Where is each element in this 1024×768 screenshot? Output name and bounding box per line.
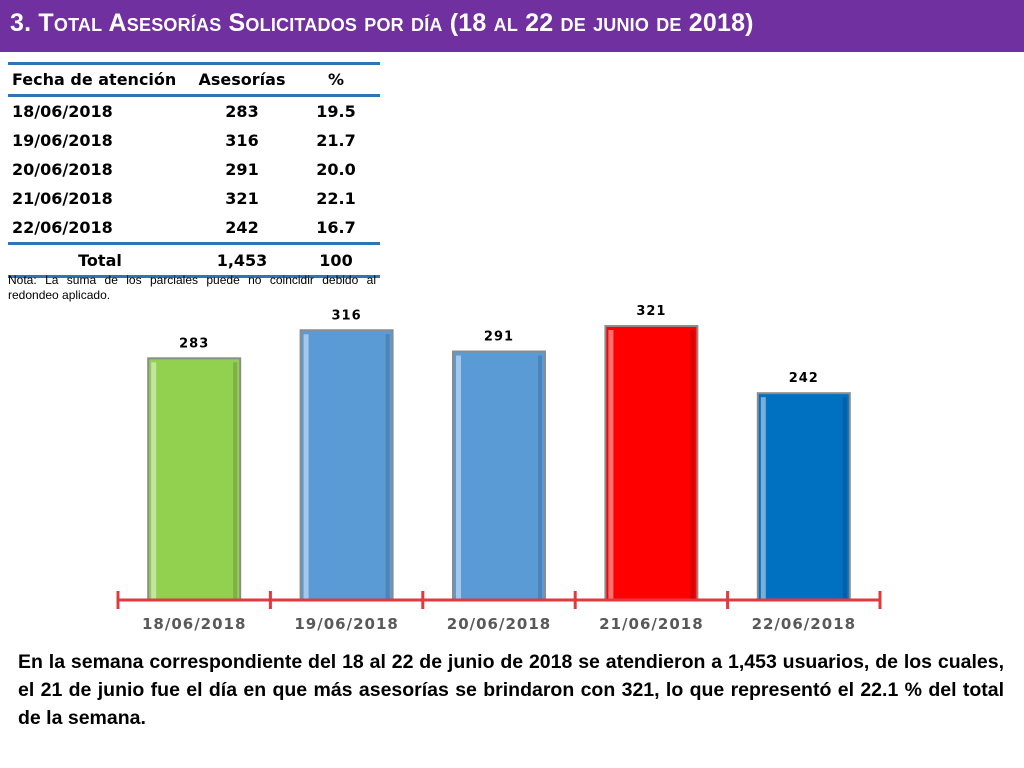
cell-pct: 20.0 bbox=[316, 160, 356, 179]
table-row: 22/06/2018 242 16.7 bbox=[8, 213, 380, 244]
bar-20/06/2018 bbox=[454, 352, 544, 600]
category-tick-label: 19/06/2018 bbox=[294, 615, 398, 633]
total-pct: 100 bbox=[292, 242, 380, 278]
bar-shadow bbox=[690, 330, 695, 600]
cell-date: 20/06/2018 bbox=[12, 160, 113, 179]
header-pct: % bbox=[292, 62, 380, 97]
bar-shadow bbox=[538, 355, 542, 600]
total-count: 1,453 bbox=[192, 242, 292, 278]
bar-shadow bbox=[233, 362, 238, 600]
category-tick-label: 18/06/2018 bbox=[142, 615, 246, 633]
cell-date: 22/06/2018 bbox=[12, 218, 113, 237]
cell-pct: 22.1 bbox=[316, 189, 356, 208]
bar-shadow bbox=[385, 334, 390, 600]
bar-highlight bbox=[151, 362, 157, 600]
cell-count: 321 bbox=[225, 189, 259, 208]
total-label: Total bbox=[8, 242, 192, 278]
asesorias-table: Fecha de atención Asesorías % 18/06/2018… bbox=[8, 62, 380, 278]
cell-date: 19/06/2018 bbox=[12, 131, 113, 150]
bar-highlight bbox=[760, 397, 766, 600]
bar-chart: 283 18/06/2018 316 19/06/2018 291 20/06/2018 3… bbox=[116, 304, 882, 633]
cell-count: 283 bbox=[225, 102, 259, 121]
table-header-row: Fecha de atención Asesorías % bbox=[8, 62, 380, 97]
cell-count: 291 bbox=[225, 160, 259, 179]
cell-date: 21/06/2018 bbox=[12, 189, 113, 208]
title-bar: 3. Total Asesorías Solicitados por día (… bbox=[0, 0, 1024, 52]
header-asesorias: Asesorías bbox=[192, 62, 292, 97]
bar-highlight bbox=[608, 330, 614, 600]
table-total-row: Total 1,453 100 bbox=[8, 242, 380, 278]
bar-value-label: 291 bbox=[484, 330, 514, 345]
cell-pct: 19.5 bbox=[316, 102, 356, 121]
summary-paragraph: En la semana correspondiente del 18 al 2… bbox=[18, 651, 1004, 729]
bar-highlight bbox=[456, 355, 461, 600]
category-tick-label: 21/06/2018 bbox=[599, 615, 703, 633]
table-row: 21/06/2018 321 22.1 bbox=[8, 184, 380, 213]
table-row: 18/06/2018 283 19.5 bbox=[8, 96, 380, 127]
category-tick-label: 22/06/2018 bbox=[752, 615, 856, 633]
cell-count: 242 bbox=[225, 218, 259, 237]
bar-value-label: 242 bbox=[789, 371, 819, 386]
category-tick-label: 20/06/2018 bbox=[447, 615, 551, 633]
table-row: 20/06/2018 291 20.0 bbox=[8, 155, 380, 184]
header-fecha: Fecha de atención bbox=[8, 62, 192, 97]
bar-22/06/2018 bbox=[758, 394, 849, 600]
bar-highlight bbox=[303, 334, 309, 600]
cell-pct: 21.7 bbox=[316, 131, 356, 150]
rounding-note: Nota: La suma de los parciales puede no … bbox=[8, 273, 376, 302]
bar-19/06/2018 bbox=[301, 331, 392, 600]
table-row: 19/06/2018 316 21.7 bbox=[8, 126, 380, 155]
cell-count: 316 bbox=[225, 131, 259, 150]
bar-18/06/2018 bbox=[149, 359, 240, 600]
bar-value-label: 283 bbox=[179, 336, 209, 351]
cell-date: 18/06/2018 bbox=[12, 102, 113, 121]
bar-21/06/2018 bbox=[606, 327, 697, 600]
page-title: 3. Total Asesorías Solicitados por día (… bbox=[10, 9, 754, 37]
cell-pct: 16.7 bbox=[316, 218, 356, 237]
bar-value-label: 316 bbox=[332, 308, 362, 323]
bar-value-label: 321 bbox=[636, 304, 666, 319]
bar-shadow bbox=[842, 397, 847, 600]
